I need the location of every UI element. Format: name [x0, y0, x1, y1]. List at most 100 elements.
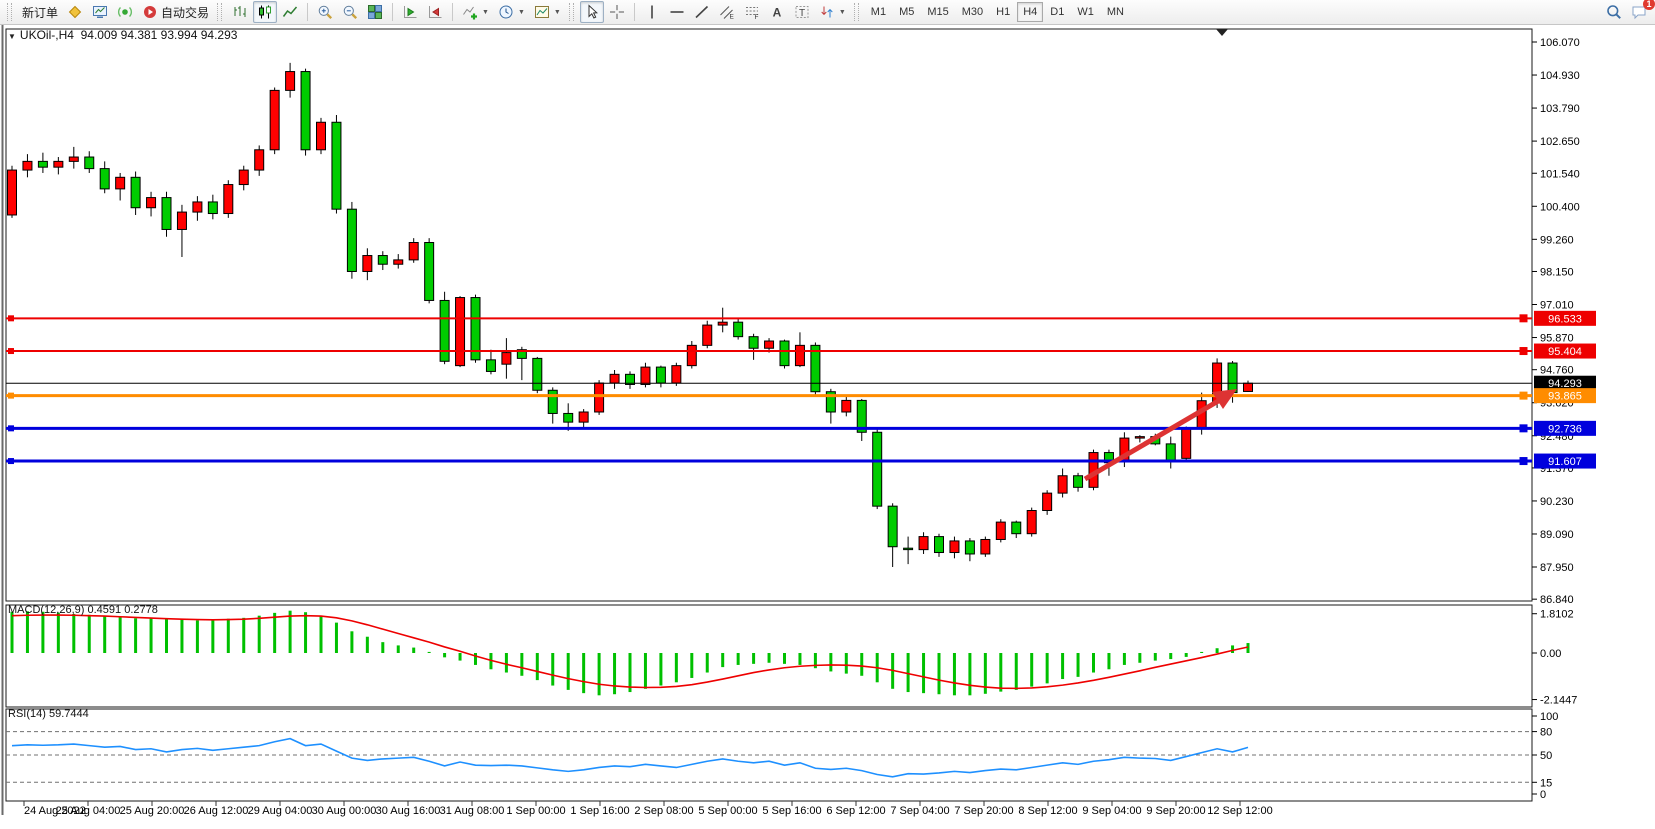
- line-handle[interactable]: [8, 392, 14, 399]
- candle-body: [1165, 443, 1176, 462]
- line-handle[interactable]: [1519, 314, 1528, 323]
- tile-windows-button[interactable]: [363, 1, 387, 23]
- candle-body: [115, 176, 126, 190]
- main-price-panel[interactable]: [5, 28, 1533, 602]
- zoom-in-button[interactable]: [313, 1, 337, 23]
- timeframe-button-m5[interactable]: M5: [899, 6, 915, 18]
- auto-scroll-button[interactable]: [423, 1, 447, 23]
- dropdown-caret-icon[interactable]: ▼: [482, 8, 489, 16]
- arrow-shaft[interactable]: [1083, 397, 1222, 482]
- candle-body: [764, 340, 775, 349]
- tline-icon: [695, 5, 708, 19]
- bar-chart-button[interactable]: [228, 1, 252, 23]
- chart-window[interactable]: 106.070 104.930 103.790 102.650 101.540 100.4…: [0, 25, 1655, 824]
- candlestick-chart-button[interactable]: [253, 1, 278, 23]
- charts-window-icon-button[interactable]: [88, 1, 112, 23]
- candle-body: [192, 201, 203, 213]
- toolbar-separator: [452, 3, 454, 21]
- toolbar-separator: [392, 3, 394, 21]
- autoscroll-icon: [429, 6, 442, 18]
- notifications-button[interactable]: 1: [1627, 0, 1655, 23]
- templates-button[interactable]: ▼: [530, 1, 565, 23]
- line-handle[interactable]: [1519, 391, 1528, 400]
- candle-body: [362, 255, 373, 272]
- bars-icon: [234, 6, 246, 17]
- candle-body: [68, 156, 79, 162]
- price-axis[interactable]: 106.070 104.930 103.790 102.650 101.540 100.4…: [1532, 37, 1596, 801]
- candle-body: [1243, 382, 1253, 392]
- timeframe-button-d1[interactable]: D1: [1050, 6, 1065, 18]
- equidistant-channel-button[interactable]: E: [715, 1, 739, 23]
- timeframe-button-w1[interactable]: W1: [1077, 6, 1094, 18]
- auto-trading-button[interactable]: 自动交易: [138, 1, 213, 23]
- dropdown-caret-icon[interactable]: ▼: [553, 8, 561, 16]
- timeframe-button-m1[interactable]: M1: [870, 6, 887, 18]
- chart-canvas[interactable]: 106.070 104.930 103.790 102.650 101.540 100.4…: [0, 25, 1655, 824]
- dropdown-caret-icon[interactable]: ▼: [838, 8, 846, 16]
- indicators-button[interactable]: ▼: [458, 1, 493, 23]
- text-button[interactable]: A: [765, 1, 789, 23]
- horizontal-line-button[interactable]: [665, 1, 689, 23]
- timeframe-button-m15[interactable]: M15: [927, 6, 949, 18]
- timeframe-button-m30[interactable]: M30: [961, 6, 984, 18]
- toolbar-grip[interactable]: [7, 3, 12, 21]
- candles-icon: [259, 5, 272, 19]
- trend-arrow-annotation[interactable]: [1083, 389, 1237, 482]
- fibonacci-button[interactable]: F: [740, 1, 764, 23]
- line-handle[interactable]: [8, 458, 14, 465]
- line-handle[interactable]: [8, 315, 14, 322]
- shift-icon: [404, 6, 417, 18]
- periods-button[interactable]: ▼: [494, 1, 529, 23]
- candle-body: [424, 242, 435, 301]
- trendline-button[interactable]: [690, 1, 714, 23]
- gold-symbol-icon-button[interactable]: [63, 1, 87, 23]
- time-tick-label: 25 Aug 20:00: [120, 805, 185, 817]
- candle-body: [810, 344, 821, 393]
- timeframe-button-h1[interactable]: H1: [996, 6, 1011, 18]
- toolbar-grip[interactable]: [853, 3, 859, 21]
- candle-body: [841, 399, 852, 413]
- price-tick-label: 100.400: [1540, 201, 1580, 213]
- crosshair-button[interactable]: [605, 1, 629, 23]
- search-icon: [1607, 5, 1621, 19]
- line-handle[interactable]: [8, 425, 14, 432]
- time-tick-label: 9 Sep 04:00: [1082, 805, 1141, 817]
- vertical-line-button[interactable]: [640, 1, 664, 23]
- arrow-head[interactable]: [1212, 389, 1237, 409]
- time-tick-label: 1 Sep 16:00: [570, 805, 629, 817]
- line-handle[interactable]: [8, 348, 14, 355]
- signal-icon: [118, 7, 132, 17]
- arrows-button[interactable]: ▼: [815, 1, 850, 23]
- candle-body: [702, 324, 713, 346]
- search-button[interactable]: [1602, 1, 1626, 23]
- price-lines-layer[interactable]: [6, 314, 1532, 466]
- zoom-out-button[interactable]: [338, 1, 362, 23]
- chart-shift-button[interactable]: [398, 1, 422, 23]
- candle-body: [748, 336, 759, 349]
- market-signal-icon-button[interactable]: [113, 1, 137, 23]
- price-line-badge: [1534, 420, 1596, 436]
- new-order-button[interactable]: 新订单: [18, 1, 62, 23]
- toolbar-grip[interactable]: [568, 3, 574, 21]
- candle-body: [934, 536, 944, 554]
- timeframe-button-h4[interactable]: H4: [1017, 2, 1044, 22]
- symbol-dropdown-icon[interactable]: ▼: [8, 32, 16, 41]
- timeframe-button-mn[interactable]: MN: [1106, 6, 1124, 18]
- line-chart-button[interactable]: [278, 1, 302, 23]
- dropdown-caret-icon[interactable]: ▼: [517, 8, 525, 16]
- line-handle[interactable]: [1519, 424, 1528, 433]
- cursor-button[interactable]: [579, 1, 604, 23]
- price-line-badge-value: 93.865: [1548, 391, 1582, 403]
- time-tick-label: 9 Sep 20:00: [1146, 805, 1205, 817]
- candle-body: [130, 176, 141, 209]
- clock-icon: [499, 5, 513, 19]
- line-handle[interactable]: [1519, 347, 1528, 356]
- line-handle[interactable]: [1519, 457, 1528, 466]
- candle-body: [1042, 492, 1053, 512]
- monitor-icon: [93, 6, 108, 18]
- chart-shift-marker-icon[interactable]: [1216, 29, 1228, 36]
- toolbar-grip[interactable]: [217, 3, 223, 21]
- text-label-button[interactable]: T: [790, 1, 814, 23]
- candle-body: [563, 412, 574, 423]
